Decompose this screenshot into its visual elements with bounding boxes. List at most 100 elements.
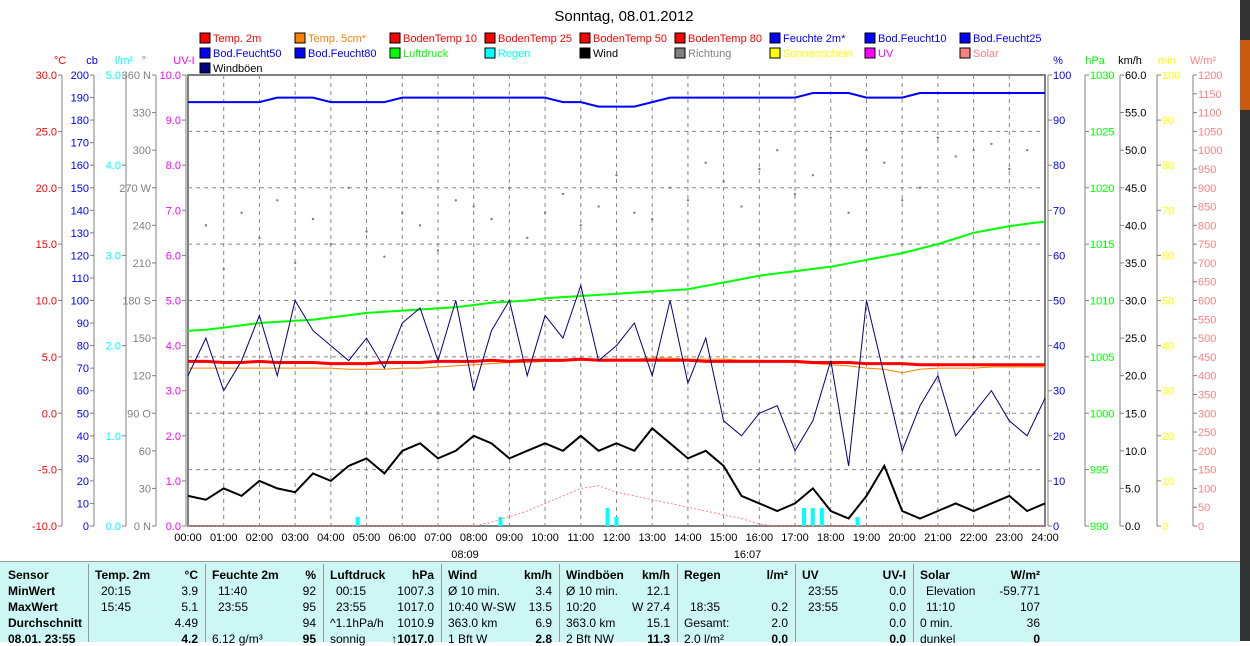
table-cell: 3.9 [181, 584, 198, 598]
x-tick-label: 00:00 [174, 532, 202, 544]
table-cell: 3.4 [535, 584, 552, 598]
axis-tick-label: -5.0 [38, 465, 57, 477]
direction-point [936, 136, 940, 139]
axis-tick-label: 1025 [1090, 126, 1114, 138]
axis-tick-label: 150 [133, 333, 151, 345]
table-cell: 0.2 [771, 600, 788, 614]
table-cell: 10:40 W-SW [448, 600, 516, 614]
series-feuchte-2m- [188, 92, 1045, 108]
direction-point [401, 211, 404, 215]
table-cell: 1007.3 [397, 584, 434, 598]
axis-tick-label: 1.0 [166, 476, 181, 488]
table-cell: 5.1 [181, 600, 198, 614]
direction-point [990, 142, 993, 146]
axis-tick-label: 10.0 [36, 296, 57, 308]
axis-tick-label: 550 [1198, 314, 1216, 326]
direction-point [418, 224, 422, 227]
series-wind [187, 426, 1046, 520]
direction-point [847, 211, 850, 215]
axis-tick-label: 1150 [1198, 89, 1222, 101]
axis-tick-label: 45.0 [1125, 183, 1146, 195]
legend-label: Regen [498, 48, 530, 60]
axis-tick-label: 30 [77, 453, 89, 465]
axis-tick-label: 50 [1162, 296, 1174, 308]
direction-point [597, 205, 600, 208]
table-cell: 1010.9 [397, 616, 434, 630]
axis-tick-label: 3.0 [106, 250, 121, 262]
x-tick-label: 06:00 [388, 532, 416, 544]
table-cell: 6.9 [535, 616, 552, 630]
axis-unit: l/m² [115, 55, 134, 67]
axis-tick-label: 100 [1198, 483, 1216, 495]
legend-label: Wind [593, 48, 618, 60]
axis-tick-label: 40 [1162, 341, 1174, 353]
axis-tick-label: 50 [1198, 502, 1210, 514]
axis-tick-label: 200 [71, 70, 89, 82]
x-tick-label: 24:00 [1031, 532, 1059, 544]
table-cell: l/m² [766, 568, 788, 582]
axis-tick-label: 900 [1198, 183, 1216, 195]
axis-tick-label: 0.0 [42, 408, 57, 420]
legend-swatch [389, 47, 401, 59]
axis-tick-label: 60 [1162, 250, 1174, 262]
axis-tick-label: 1030 [1090, 70, 1114, 82]
axis-tick-label: 0 [83, 521, 89, 533]
x-tick-label: 23:00 [996, 532, 1024, 544]
legend-label: Temp. 5cm* [308, 33, 367, 45]
axis-unit: °C [54, 55, 66, 67]
series-temp-2m [188, 357, 1045, 367]
series-luftdruck [187, 220, 1046, 332]
weather-chart: Sonntag, 08.01.2012 Temp. 2m Temp. 5cm* Bo… [32, 8, 1223, 560]
legend-label: Windböen [213, 63, 263, 75]
x-tick-label: 01:00 [210, 532, 238, 544]
axis-tick-label: 60 [139, 446, 151, 458]
axis-unit: hPa [1085, 55, 1105, 67]
axis-tick-label: 5.0 [166, 296, 181, 308]
table-cell: Elevation [926, 584, 976, 598]
legend-label: Luftdruck [403, 48, 449, 60]
axis-tick-label: 60 [1053, 250, 1065, 262]
table-cell: Temp. 2m [95, 568, 151, 582]
direction-point [454, 199, 458, 202]
direction-point [811, 174, 815, 177]
axis-tick-label: 1100 [1198, 108, 1222, 120]
legend-swatch [959, 32, 971, 44]
legend-swatch [674, 32, 686, 44]
legend-label: Bod.Feucht25 [973, 33, 1042, 45]
table-cell: 11.3 [647, 632, 670, 646]
direction-point [240, 211, 243, 215]
table-cell: Sensor [8, 568, 49, 582]
table-cell: 2.0 [771, 616, 788, 630]
table-cell: Regen [684, 568, 721, 582]
axis-tick-label: 25.0 [1125, 333, 1146, 345]
legend: Temp. 2m Temp. 5cm* BodenTemp 10 BodenTemp … [199, 32, 1042, 75]
sunrise-label: 08:09 [451, 549, 479, 560]
table-cell: 1 Bft W [448, 632, 488, 646]
table-cell: % [305, 568, 316, 582]
table-cell: 0 min. [920, 616, 953, 630]
column-separator [913, 564, 914, 642]
column-separator [441, 564, 442, 642]
axis-tick-label: 450 [1198, 352, 1216, 364]
legend-label: Bod.Feucht10 [878, 33, 947, 45]
axis-tick-label: 4.0 [166, 341, 181, 353]
direction-point [472, 205, 475, 208]
legend-swatch [484, 32, 496, 44]
direction-point [276, 199, 279, 202]
axis-tick-label: 995 [1090, 465, 1108, 477]
axis-tick-label: 100 [1053, 70, 1071, 82]
axis-tick-label: 120 [133, 371, 151, 383]
axis-tick-label: 50 [1053, 296, 1065, 308]
legend-swatch [484, 47, 496, 59]
table-cell: km/h [641, 568, 670, 582]
axis-tick-label: 270 W [119, 183, 151, 195]
direction-point [579, 224, 582, 227]
axis-tick-label: 100 [1162, 70, 1180, 82]
x-tick-label: 20:00 [888, 532, 916, 544]
direction-point [883, 161, 886, 164]
axis-tick-label: 1020 [1090, 183, 1114, 195]
table-cell: 12.1 [646, 584, 670, 598]
axis-tick-label: 30.0 [1125, 296, 1146, 308]
direction-point [704, 161, 707, 164]
table-cell: 23:55 [808, 600, 839, 614]
